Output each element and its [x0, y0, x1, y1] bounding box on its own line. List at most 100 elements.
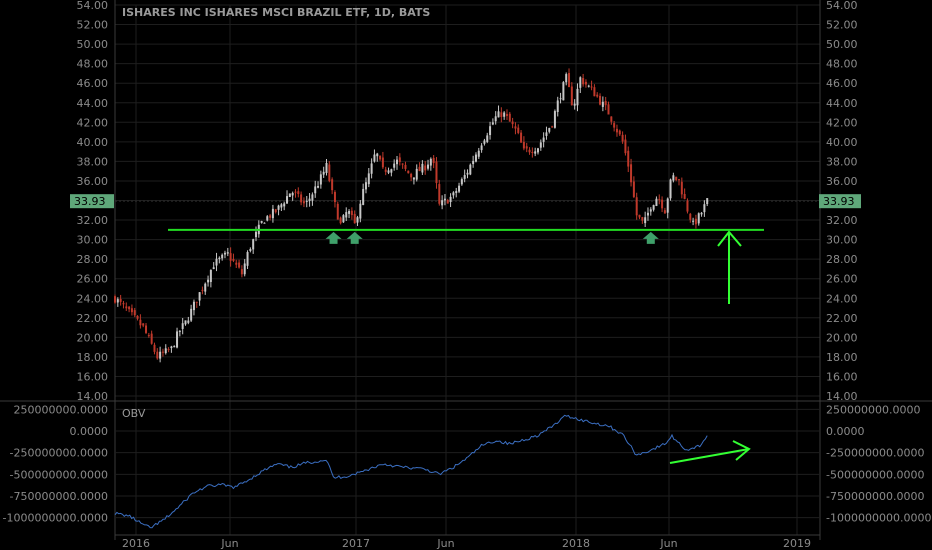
price-right-tick-label: 54.00 [826, 0, 858, 12]
price-right-tick-label: 18.00 [826, 351, 858, 364]
candle-body [407, 170, 410, 174]
price-left-tick-label: 42.00 [77, 116, 109, 129]
candle-body [128, 306, 131, 310]
price-right-tick-label: 30.00 [826, 234, 858, 247]
candle-body [505, 114, 508, 116]
price-right-tick-label: 14.00 [826, 390, 858, 403]
candle-body [161, 351, 164, 353]
candle-body [159, 351, 162, 359]
candle-body [342, 215, 345, 223]
candle-body [573, 103, 576, 106]
candle-body [469, 164, 472, 175]
candle-body [559, 98, 562, 100]
candle-body [587, 85, 590, 87]
candle-body [706, 198, 709, 205]
candle-body [308, 198, 311, 201]
price-left-tick-label: 46.00 [77, 77, 109, 90]
candle-body [223, 252, 226, 255]
candle-body [610, 116, 613, 122]
candle-body [274, 209, 277, 213]
candle-body [336, 203, 339, 220]
candle-body [291, 192, 294, 196]
left-price-tag-bg [70, 194, 114, 209]
candle-body [424, 165, 427, 171]
candle-body [694, 218, 697, 225]
candle-body [297, 191, 300, 194]
candle-body [641, 217, 644, 221]
price-right-tick-label: 24.00 [826, 292, 858, 305]
candle-body [147, 335, 150, 337]
candle-body [379, 155, 382, 160]
candle-body [207, 279, 210, 283]
price-left-tick-label: 26.00 [77, 273, 109, 286]
candle-body [472, 160, 475, 165]
candle-body [401, 163, 404, 165]
candle-body [173, 346, 176, 348]
candle-body [364, 182, 367, 190]
price-right-tick-label: 32.00 [826, 214, 858, 227]
candle-body [153, 344, 156, 352]
obv-right-axis: 250000000.0000 0.0000 -250000000.0000 -5000… [826, 403, 931, 524]
obv-panel: 250000000.0000 0.0000 -250000000.0000 -5000… [3, 403, 931, 529]
candle-body [176, 331, 179, 348]
candle-body [255, 231, 257, 238]
obv-indicator-label[interactable]: OBV [122, 407, 146, 420]
time-tick-label: 2017 [342, 537, 370, 550]
candle-body [658, 199, 661, 201]
right-price-tag-label: 33.93 [823, 195, 855, 208]
candle-body [446, 200, 449, 204]
candle-body [145, 325, 148, 333]
candle-body [486, 135, 489, 142]
candle-body [376, 153, 379, 157]
candle-body [190, 308, 193, 321]
candle-body [319, 174, 322, 185]
candle-body [139, 319, 142, 326]
candle-body [593, 87, 596, 97]
time-tick-label: Jun [659, 537, 677, 550]
candle-body [678, 179, 680, 181]
time-tick-label: Jun [436, 537, 454, 550]
candle-body [350, 210, 353, 216]
candle-body [683, 193, 686, 199]
time-tick-label: Jun [220, 537, 238, 550]
candle-body [548, 128, 551, 132]
candle-body [466, 172, 469, 175]
candle-body [393, 163, 396, 168]
candle-body [238, 262, 241, 268]
price-grid [114, 0, 821, 540]
candle-body [449, 196, 452, 203]
candle-body [703, 204, 706, 213]
candle-body [480, 145, 483, 151]
candle-body [410, 173, 413, 178]
candle-body [579, 77, 582, 88]
price-right-tick-label: 20.00 [826, 331, 858, 344]
candle-body [649, 209, 652, 212]
candle-body [537, 148, 539, 153]
candle-body [525, 146, 528, 149]
left-price-tag: 33.93 [70, 194, 114, 209]
obv-left-tick-label: -500000000.0000 [10, 468, 108, 481]
price-left-tick-label: 52.00 [77, 19, 109, 32]
candle-body [531, 151, 534, 153]
candle-body [429, 158, 432, 166]
candle-body [226, 252, 229, 254]
candle-body [125, 306, 128, 309]
price-left-tick-label: 50.00 [77, 38, 109, 51]
candle-body [570, 86, 573, 106]
candle-body [333, 192, 336, 203]
candle-body [562, 82, 565, 101]
candle-body [387, 170, 390, 173]
candle-body [398, 157, 401, 162]
obv-trend-arrow-shaft [669, 448, 750, 464]
candle-body [638, 214, 641, 218]
candle-body [325, 162, 328, 173]
candle-body [133, 310, 136, 316]
candle-body [415, 168, 418, 180]
candle-body [568, 73, 571, 88]
obv-right-tick-label: -500000000.0000 [826, 468, 924, 481]
candle-body [669, 179, 672, 199]
obv-trend-arrow-head [732, 440, 751, 461]
candle-body [556, 100, 559, 113]
price-left-tick-label: 48.00 [77, 58, 109, 71]
obv-trend-arrow [669, 440, 751, 464]
